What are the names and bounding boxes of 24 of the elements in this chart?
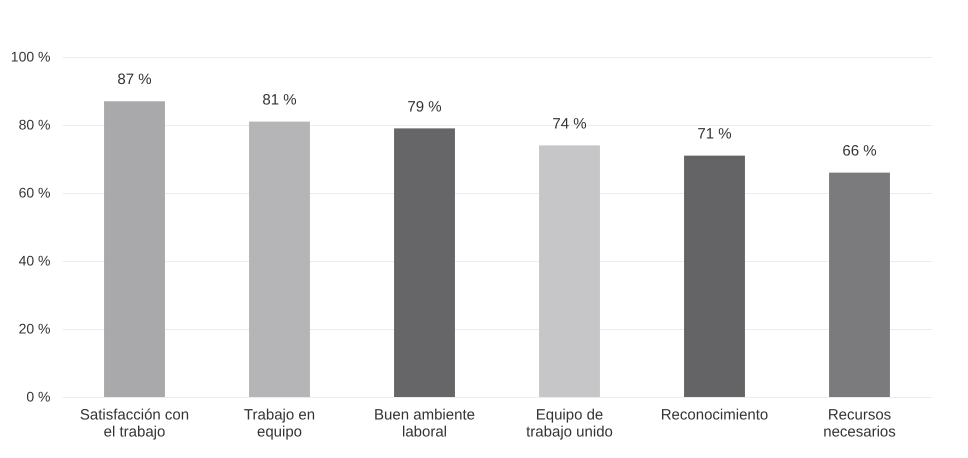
y-tick-label: 80 % (18, 116, 50, 132)
x-tick-label: Reconocimiento (660, 406, 768, 424)
bar (684, 156, 745, 397)
y-tick-label: 60 % (18, 184, 50, 200)
bar (539, 145, 600, 397)
x-tick-label: Satisfacción con el trabajo (80, 406, 190, 440)
bar (249, 122, 310, 397)
x-tick-label: Buen ambiente laboral (374, 406, 475, 440)
x-tick-label: Equipo de trabajo unido (526, 406, 613, 440)
data-label: 66 % (842, 142, 877, 160)
y-tick-label: 40 % (18, 252, 50, 268)
data-label: 81 % (262, 92, 297, 109)
data-label: 74 % (552, 115, 587, 132)
bar (104, 101, 165, 397)
y-tick-label: 100 % (10, 48, 50, 64)
x-tick-label: Trabajo en equipo (244, 406, 316, 440)
data-label: 87 % (117, 71, 152, 88)
x-tick-label: Recursos necesarios (823, 406, 896, 440)
data-label: 79 % (407, 98, 442, 116)
y-tick-label: 0 % (26, 388, 50, 404)
y-tick-label: 20 % (18, 320, 50, 336)
data-label: 71 % (697, 126, 732, 143)
bar (829, 172, 890, 397)
bar (394, 128, 455, 397)
